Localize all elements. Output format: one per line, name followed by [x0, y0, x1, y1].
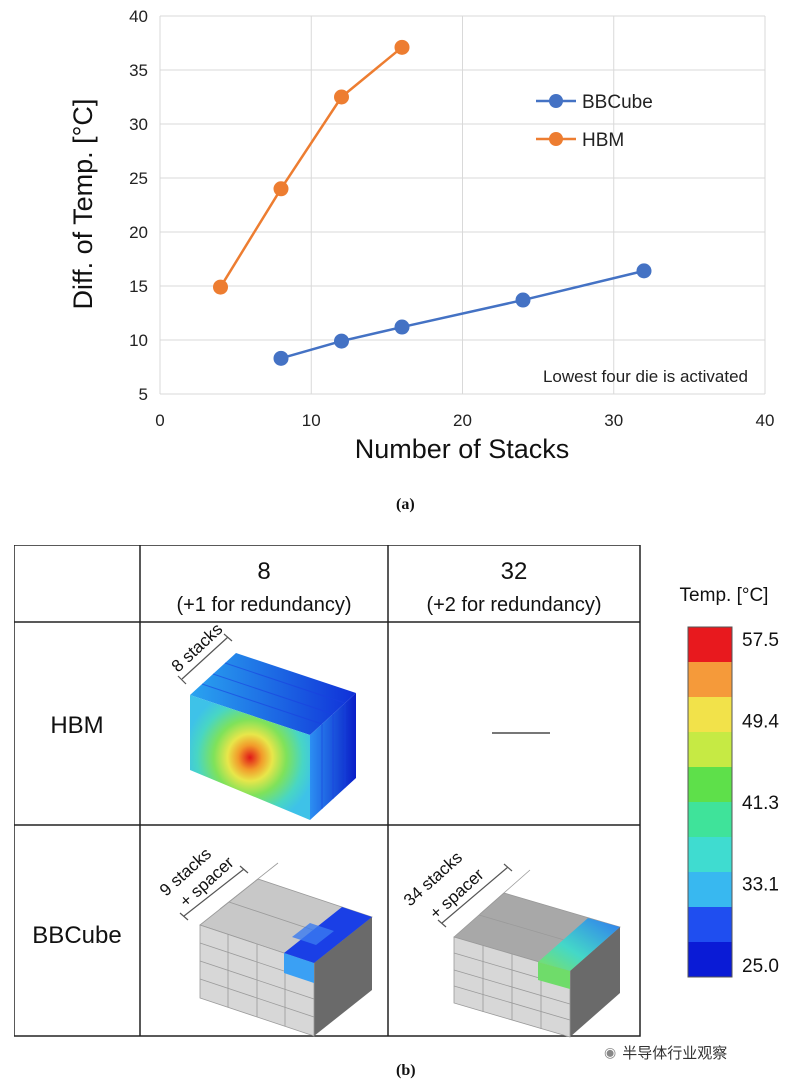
data-point-bbcube	[636, 263, 652, 279]
legend-marker-bbcube	[549, 94, 563, 108]
chart-annotation: Lowest four die is activated	[543, 367, 748, 386]
legend-label-hbm: HBM	[582, 130, 624, 151]
y-axis-label: Diff. of Temp. [°C]	[68, 99, 98, 310]
col-header-8: 8	[257, 558, 270, 585]
series-line-hbm	[219, 46, 403, 288]
caption-a: (a)	[396, 496, 415, 513]
colorbar-band	[688, 767, 732, 803]
colorbar-tick-label: 33.1	[742, 875, 779, 896]
data-point-bbcube	[394, 319, 410, 335]
data-point-hbm	[394, 39, 410, 55]
hbm-stack-label: 8 stacks	[168, 620, 227, 676]
colorbar-band	[688, 627, 732, 663]
x-tick-label: 0	[155, 411, 164, 430]
bbcube-32-stack-model: 34 stacks + spacer	[400, 848, 621, 1038]
hbm-8-stack-model: 8 stacks	[168, 620, 356, 820]
y-tick-label: 15	[129, 277, 148, 296]
colorbar-tick-label: 49.4	[742, 712, 779, 733]
data-point-hbm	[273, 181, 289, 197]
colorbar-title: Temp. [°C]	[680, 585, 769, 606]
colorbar-band	[688, 697, 732, 733]
y-tick-label: 5	[139, 385, 148, 404]
table-grid	[14, 545, 641, 1037]
x-tick-label: 20	[453, 411, 472, 430]
data-point-hbm	[213, 279, 228, 295]
legend-label-bbcube: BBCube	[582, 92, 653, 113]
col-header-32: 32	[501, 558, 528, 585]
wechat-icon: ◉	[604, 1044, 617, 1061]
colorbar-band	[688, 907, 732, 943]
y-tick-label: 30	[129, 115, 148, 134]
colorbar-band	[688, 942, 732, 978]
row-label-hbm: HBM	[50, 712, 103, 739]
y-tick-label: 40	[129, 7, 148, 26]
colorbar-tick-label: 57.5	[742, 630, 779, 651]
watermark-text: 半导体行业观察	[622, 1044, 728, 1062]
colorbar-frame	[687, 626, 733, 978]
bbcube-8-stack-model: 9 stacks + spacer	[156, 844, 373, 1037]
colorbar-band	[688, 662, 732, 698]
chart-legend: BBCube HBM	[536, 92, 653, 151]
colorbar-band	[688, 872, 732, 908]
y-tick-label: 20	[129, 223, 148, 242]
x-tick-label: 30	[604, 411, 623, 430]
legend-marker-hbm	[549, 132, 563, 146]
simulation-table: 8 (+1 for redundancy) 32 (+2 for redunda…	[14, 545, 779, 1038]
x-tick-label: 40	[756, 411, 775, 430]
chart-grid	[159, 15, 766, 395]
colorbar-tick-label: 25.0	[742, 956, 779, 977]
colorbar-band	[688, 802, 732, 838]
chart-axes: 0 10 20 30 40 5 10 15 20 25 30 35 40	[129, 7, 774, 430]
x-tick-label: 10	[302, 411, 321, 430]
colorbar-tick-label: 41.3	[742, 793, 779, 814]
x-axis-label: Number of Stacks	[355, 434, 570, 464]
y-tick-label: 25	[129, 169, 148, 188]
y-tick-label: 10	[129, 331, 148, 350]
col-subheader-32: (+2 for redundancy)	[426, 594, 601, 616]
y-tick-label: 35	[129, 61, 148, 80]
data-point-bbcube	[515, 292, 531, 308]
col-subheader-8: (+1 for redundancy)	[176, 594, 351, 616]
row-label-bbcube: BBCube	[32, 922, 121, 949]
data-point-bbcube	[334, 333, 349, 349]
temperature-colorbar: Temp. [°C] 57.5 49.4 41.3 33.1 25.0	[680, 585, 779, 978]
colorbar-band	[688, 732, 732, 768]
data-point-hbm	[334, 89, 349, 105]
chart-series	[213, 39, 652, 366]
data-point-bbcube	[273, 350, 289, 366]
watermark: ◉ 半导体行业观察	[604, 1042, 727, 1063]
line-chart: 0 10 20 30 40 5 10 15 20 25 30 35 40 BBCube HBM Lowes…	[68, 7, 774, 464]
caption-b: (b)	[396, 1062, 416, 1079]
colorbar-band	[688, 837, 732, 873]
